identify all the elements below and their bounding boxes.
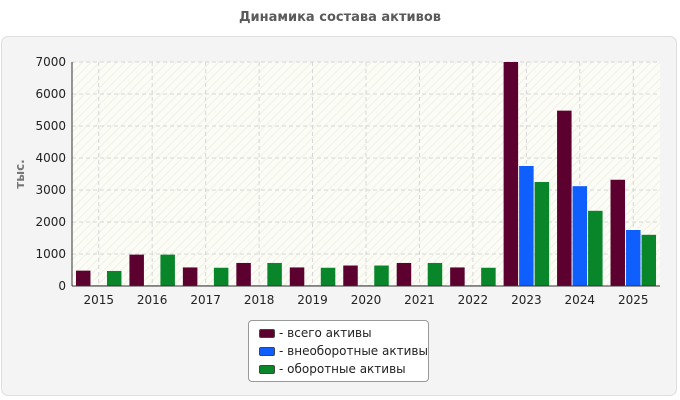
legend-swatch-noncurrent bbox=[259, 346, 275, 356]
x-tick-label: 2017 bbox=[190, 293, 221, 307]
y-tick-label: 1000 bbox=[35, 247, 66, 261]
x-tick-label: 2020 bbox=[351, 293, 382, 307]
y-tick-label: 5000 bbox=[35, 119, 66, 133]
axes: 0 1000 2000 3000 4000 5000 6000 7000 2015 2016 201… bbox=[35, 55, 660, 307]
bar-2023-series-1 bbox=[519, 166, 534, 286]
legend-label-current: - оборотные активы bbox=[279, 362, 406, 376]
y-tick-label: 2000 bbox=[35, 215, 66, 229]
x-tick-label: 2025 bbox=[618, 293, 649, 307]
x-tick-label: 2018 bbox=[244, 293, 275, 307]
bar-2025-series-1 bbox=[626, 230, 641, 286]
y-tick-label: 3000 bbox=[35, 183, 66, 197]
bar-2020-series-0 bbox=[343, 265, 358, 286]
x-tick-label: 2022 bbox=[458, 293, 489, 307]
legend-swatch-current bbox=[259, 364, 275, 374]
bar-2019-series-2 bbox=[320, 267, 336, 286]
legend-item-noncurrent: - внеоборотные активы bbox=[259, 342, 428, 360]
bar-2021-series-0 bbox=[396, 262, 412, 286]
bar-2019-series-0 bbox=[289, 267, 305, 286]
legend-item-current: - оборотные активы bbox=[259, 360, 428, 378]
bar-2017-series-0 bbox=[182, 267, 198, 286]
y-tick-label: 4000 bbox=[35, 151, 66, 165]
y-axis-label: тыс. bbox=[13, 159, 27, 188]
legend-swatch-total bbox=[259, 328, 275, 338]
bar-2025-series-0 bbox=[610, 179, 626, 286]
bar-2016-series-0 bbox=[129, 254, 144, 286]
y-tick-label: 6000 bbox=[35, 87, 66, 101]
legend-item-total: - всего активы bbox=[259, 324, 428, 342]
bar-2022-series-0 bbox=[450, 267, 465, 286]
y-tick-label: 7000 bbox=[35, 55, 66, 69]
x-tick-label: 2019 bbox=[297, 293, 328, 307]
bar-2018-series-0 bbox=[236, 262, 251, 286]
x-tick-label: 2024 bbox=[565, 293, 596, 307]
bar-2022-series-2 bbox=[481, 267, 496, 286]
bar-2024-series-1 bbox=[572, 186, 588, 286]
bar-2023-series-2 bbox=[534, 182, 550, 286]
bar-2020-series-2 bbox=[374, 265, 389, 286]
bar-2015-series-2 bbox=[106, 270, 122, 286]
legend: - всего активы - внеоборотные активы - о… bbox=[248, 320, 429, 382]
x-tick-label: 2015 bbox=[83, 293, 114, 307]
bar-2015-series-0 bbox=[75, 270, 91, 286]
x-tick-label: 2016 bbox=[137, 293, 168, 307]
bars bbox=[75, 62, 657, 286]
bar-2018-series-2 bbox=[267, 262, 282, 286]
x-tick-label: 2021 bbox=[404, 293, 435, 307]
bar-2016-series-2 bbox=[160, 254, 175, 286]
bar-2021-series-2 bbox=[427, 262, 443, 286]
chart-title: Динамика состава активов bbox=[238, 10, 442, 25]
bar-2024-series-0 bbox=[557, 110, 572, 286]
bar-2024-series-2 bbox=[588, 210, 603, 286]
y-tick-label: 0 bbox=[58, 279, 66, 293]
bar-2025-series-2 bbox=[641, 234, 657, 286]
x-tick-label: 2023 bbox=[511, 293, 542, 307]
bar-2023-series-0 bbox=[503, 62, 519, 286]
legend-label-total: - всего активы bbox=[279, 326, 372, 340]
bar-2017-series-2 bbox=[213, 267, 229, 286]
legend-label-noncurrent: - внеоборотные активы bbox=[279, 344, 428, 358]
